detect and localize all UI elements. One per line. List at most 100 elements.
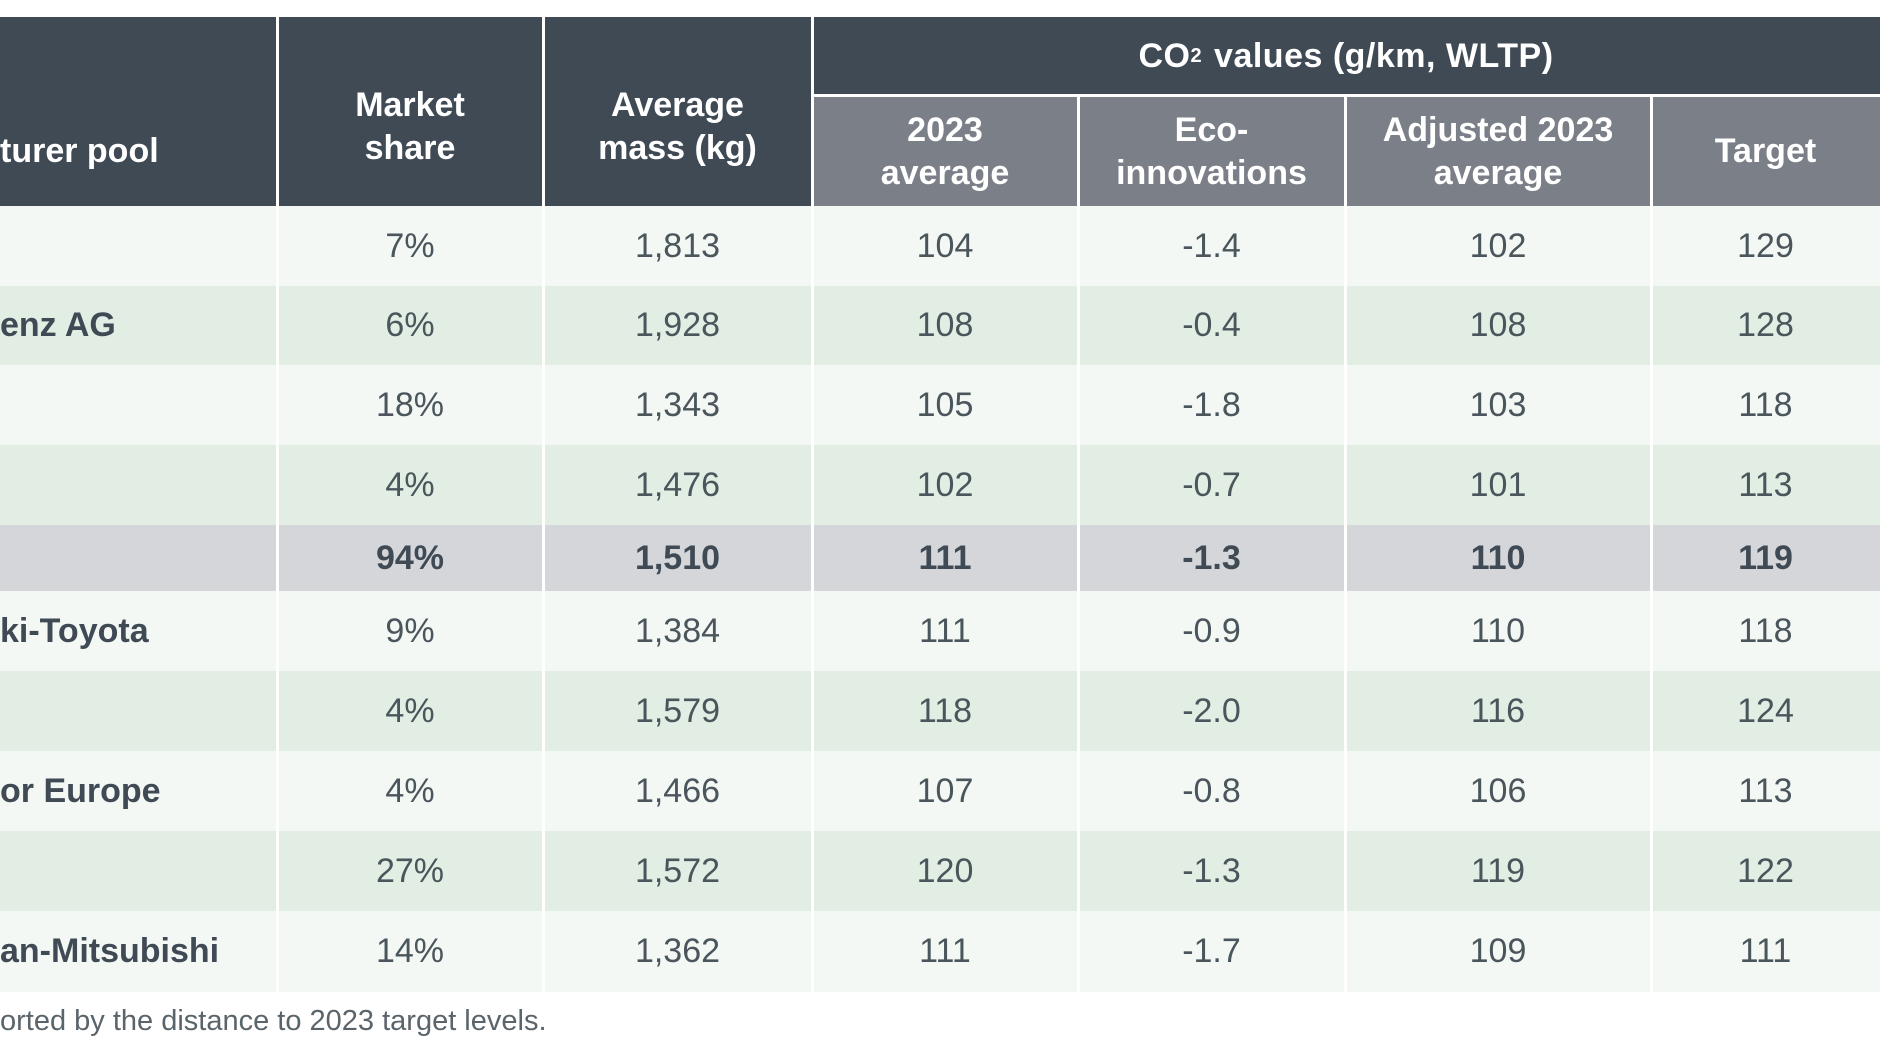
cell-pool: enz AG [0,306,116,344]
cell-avg-2023: 118 [917,691,973,730]
cell-avg-2023: 102 [916,465,974,504]
cell-target: 124 [1737,691,1794,730]
header-eco-innovations-label: Eco-innovations [1116,110,1307,192]
column-divider [276,17,279,992]
cell-eco-innovations: -0.9 [1182,611,1241,650]
cell-eco-innovations: -2.0 [1182,691,1241,730]
cell-target: 129 [1737,226,1794,265]
cell-average-mass: 1,384 [634,611,721,650]
cell-average-mass: 1,476 [634,465,721,504]
cell-target: 113 [1738,771,1793,810]
table-row: 27% 1,572 120 -1.3 119 122 [0,831,1880,911]
cell-adjusted-2023: 106 [1469,771,1527,810]
cell-market-share: 4% [385,771,435,810]
cell-average-mass: 1,362 [634,932,721,970]
cell-target: 122 [1737,851,1794,890]
header-co2-suffix: values (g/km, WLTP) [1204,36,1554,75]
header-co2-prefix: CO [1138,36,1191,75]
cell-eco-innovations: -1.7 [1182,932,1241,970]
column-divider [1344,97,1347,992]
cell-market-share: 9% [385,611,435,650]
cell-average-mass: 1,579 [634,691,721,730]
cell-market-share: 4% [385,465,435,504]
cell-pool: ki-Toyota [0,611,149,650]
cell-avg-2023: 107 [916,771,974,810]
table-row: ki-Toyota 9% 1,384 111 -0.9 110 118 [0,591,1880,671]
header-market-share-label: Market share [355,85,465,167]
table-row-total: 94% 1,510 111 -1.3 110 119 [0,525,1880,591]
table-row: 4% 1,476 102 -0.7 101 113 [0,445,1880,525]
cell-adjusted-2023: 119 [1470,851,1526,890]
cell-market-share: 27% [375,851,445,890]
column-divider [542,17,545,992]
table-row: or Europe 4% 1,466 107 -0.8 106 113 [0,751,1880,831]
cell-adjusted-2023: 108 [1469,306,1527,344]
cell-pool [0,445,277,525]
cell-adjusted-2023: 116 [1470,691,1526,730]
cell-avg-2023: 105 [916,385,974,424]
cell-avg-2023: 111 [918,538,972,577]
header-avg-2023: 2023 average [812,97,1078,206]
cell-market-share: 6% [385,306,435,344]
cell-eco-innovations: -1.8 [1182,385,1241,424]
cell-average-mass: 1,510 [634,538,721,577]
cell-target: 128 [1737,306,1794,344]
header-average-mass-label: Average mass (kg) [598,85,757,167]
header-target-label: Target [1714,132,1817,170]
cell-pool: or Europe [0,771,161,810]
cell-average-mass: 1,466 [634,771,721,810]
cell-market-share: 18% [375,385,445,424]
header-eco-innovations: Eco-innovations [1078,97,1345,206]
cell-avg-2023: 104 [916,226,974,265]
cell-average-mass: 1,813 [634,226,721,265]
cell-adjusted-2023: 101 [1469,465,1527,504]
column-divider [811,17,814,992]
cell-market-share: 4% [385,691,435,730]
cell-target: 119 [1738,538,1793,577]
column-divider [1650,97,1653,992]
header-average-mass: Average mass (kg) [543,17,812,206]
header-market-share: Market share [277,17,543,206]
cell-pool [0,671,277,751]
cell-eco-innovations: -1.3 [1182,851,1241,890]
cell-eco-innovations: -0.7 [1182,465,1241,504]
table-row: 4% 1,579 118 -2.0 116 124 [0,671,1880,751]
cell-pool [0,365,277,445]
cell-pool: an-Mitsubishi [0,932,220,970]
cell-eco-innovations: -0.4 [1182,306,1241,344]
cell-market-share: 7% [385,226,435,265]
cell-avg-2023: 120 [916,851,974,890]
cell-average-mass: 1,928 [634,306,721,344]
cell-avg-2023: 111 [919,611,971,650]
cell-adjusted-2023: 102 [1469,226,1527,265]
cell-avg-2023: 111 [919,932,971,970]
cell-pool [0,831,277,911]
cell-average-mass: 1,572 [634,851,721,890]
cell-adjusted-2023: 110 [1470,611,1526,650]
header-avg-2023-label: 2023 average [880,110,1010,192]
header-adjusted-2023-label: Adjusted 2023 average [1382,110,1614,192]
table-row: 18% 1,343 105 -1.8 103 118 [0,365,1880,445]
cell-eco-innovations: -1.4 [1182,226,1241,265]
header-co2-sub: 2 [1190,44,1203,67]
cell-eco-innovations: -1.3 [1182,538,1241,577]
cell-pool [0,206,277,286]
header-adjusted-2023: Adjusted 2023 average [1345,97,1651,206]
cell-avg-2023: 108 [916,306,974,344]
cell-eco-innovations: -0.8 [1182,771,1241,810]
table-footnote: orted by the distance to 2023 target lev… [0,1005,547,1037]
cell-market-share: 94% [375,538,445,577]
table-row: 7% 1,813 104 -1.4 102 129 [0,206,1880,286]
header-co2-group: CO 2 values (g/km, WLTP) [812,17,1880,95]
cell-target: 118 [1738,611,1793,650]
cell-target: 111 [1739,932,1792,970]
column-divider [1077,97,1080,992]
cell-adjusted-2023: 103 [1469,385,1527,424]
cell-target: 113 [1738,465,1793,504]
cell-adjusted-2023: 109 [1469,932,1527,970]
header-target: Target [1651,97,1880,206]
table-row: an-Mitsubishi 14% 1,362 111 -1.7 109 111 [0,911,1880,992]
cell-target: 118 [1738,385,1793,424]
header-pool-label: turer pool [0,132,159,170]
